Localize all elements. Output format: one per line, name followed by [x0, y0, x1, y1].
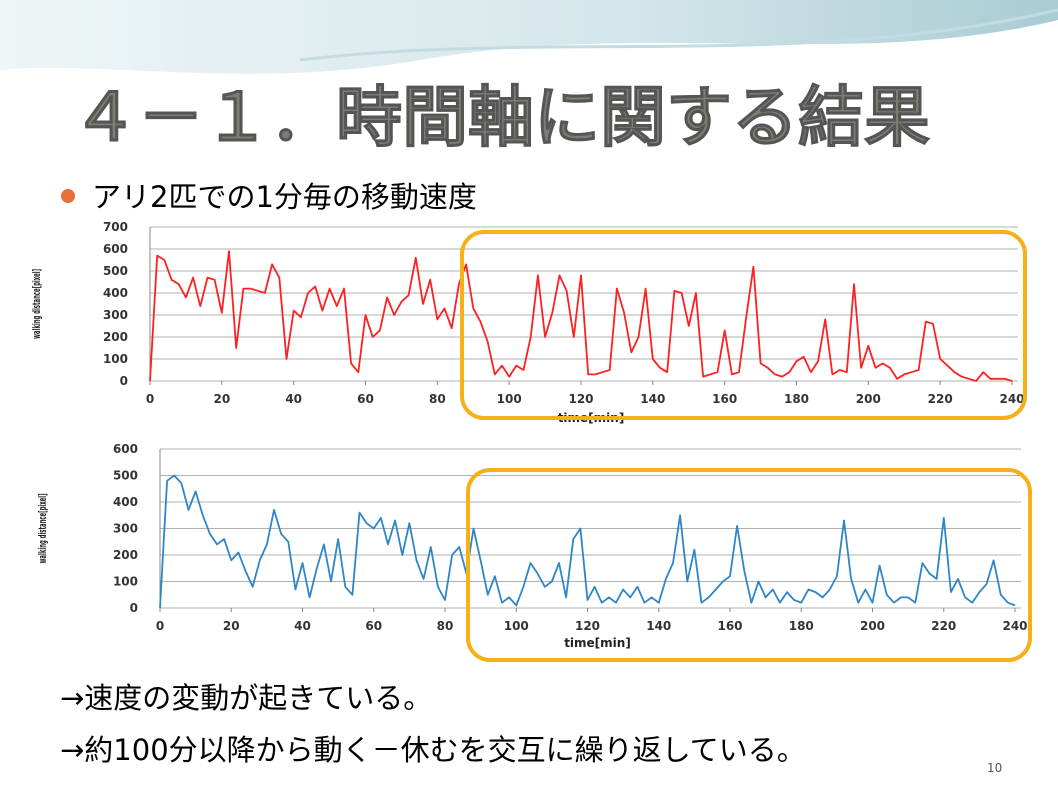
- bullet-text: アリ2匹での1分毎の移動速度: [92, 180, 477, 214]
- x-tick-label: 80: [429, 392, 446, 406]
- x-tick-label: 100: [497, 392, 522, 406]
- x-tick-label: 80: [437, 619, 454, 633]
- bullet-dot: [61, 189, 75, 203]
- x-tick-label: 220: [931, 619, 956, 633]
- header-line: [299, 8, 1058, 62]
- y-tick-label: 300: [103, 308, 128, 322]
- x-tick-label: 220: [928, 392, 953, 406]
- y-tick-label: 600: [113, 442, 138, 456]
- x-tick-label: 120: [568, 392, 593, 406]
- y-tick-label: 100: [113, 575, 138, 589]
- x-tick-label: 180: [789, 619, 814, 633]
- chart-background: [0, 436, 1040, 658]
- x-tick-label: 180: [784, 392, 809, 406]
- highlight-box: [466, 468, 1032, 662]
- x-tick-label: 160: [712, 392, 737, 406]
- x-tick-label: 100: [504, 619, 529, 633]
- x-tick-label: 140: [640, 392, 665, 406]
- x-tick-label: 120: [575, 619, 600, 633]
- chart-background: [0, 214, 1030, 432]
- y-tick-label: 100: [103, 352, 128, 366]
- x-tick-label: 60: [357, 392, 374, 406]
- y-tick-label: 200: [113, 548, 138, 562]
- note: →速度の変動が起きている。: [60, 681, 432, 715]
- y-tick-label: 400: [103, 286, 128, 300]
- y-tick-label: 200: [103, 330, 128, 344]
- x-tick-label: 40: [285, 392, 302, 406]
- y-tick-label: 700: [103, 220, 128, 234]
- x-tick-label: 160: [717, 619, 742, 633]
- y-axis-label: walking distance[pixel]: [30, 269, 43, 339]
- y-tick-label: 500: [113, 469, 138, 483]
- x-tick-label: 200: [860, 619, 885, 633]
- y-tick-label: 500: [103, 264, 128, 278]
- x-tick-label: 20: [213, 392, 230, 406]
- x-tick-label: 0: [156, 619, 164, 633]
- x-tick-label: 40: [294, 619, 311, 633]
- x-tick-label: 0: [146, 392, 154, 406]
- y-tick-label: 300: [113, 522, 138, 536]
- highlight-box: [460, 230, 1027, 420]
- header-wave: [0, 0, 1058, 74]
- y-tick-label: 400: [113, 495, 138, 509]
- data-line: [159, 474, 1016, 609]
- x-tick-label: 240: [999, 392, 1024, 406]
- x-axis-label: time[min]: [564, 636, 631, 650]
- y-tick-label: 0: [120, 374, 128, 388]
- x-tick-label: 200: [856, 392, 881, 406]
- y-axis-label: walking distance[pixel]: [36, 494, 49, 564]
- x-tick-label: 20: [223, 619, 240, 633]
- y-tick-label: 0: [130, 601, 138, 615]
- note: →約100分以降から動く－休むを交互に繰り返している。: [60, 733, 806, 767]
- slide-title: ４－１．時間軸に関する結果: [72, 78, 930, 156]
- x-tick-label: 240: [1002, 619, 1027, 633]
- data-line: [149, 250, 1013, 382]
- x-tick-label: 140: [646, 619, 671, 633]
- x-tick-label: 60: [365, 619, 382, 633]
- page-number: 10: [987, 761, 1002, 775]
- y-tick-label: 600: [103, 242, 128, 256]
